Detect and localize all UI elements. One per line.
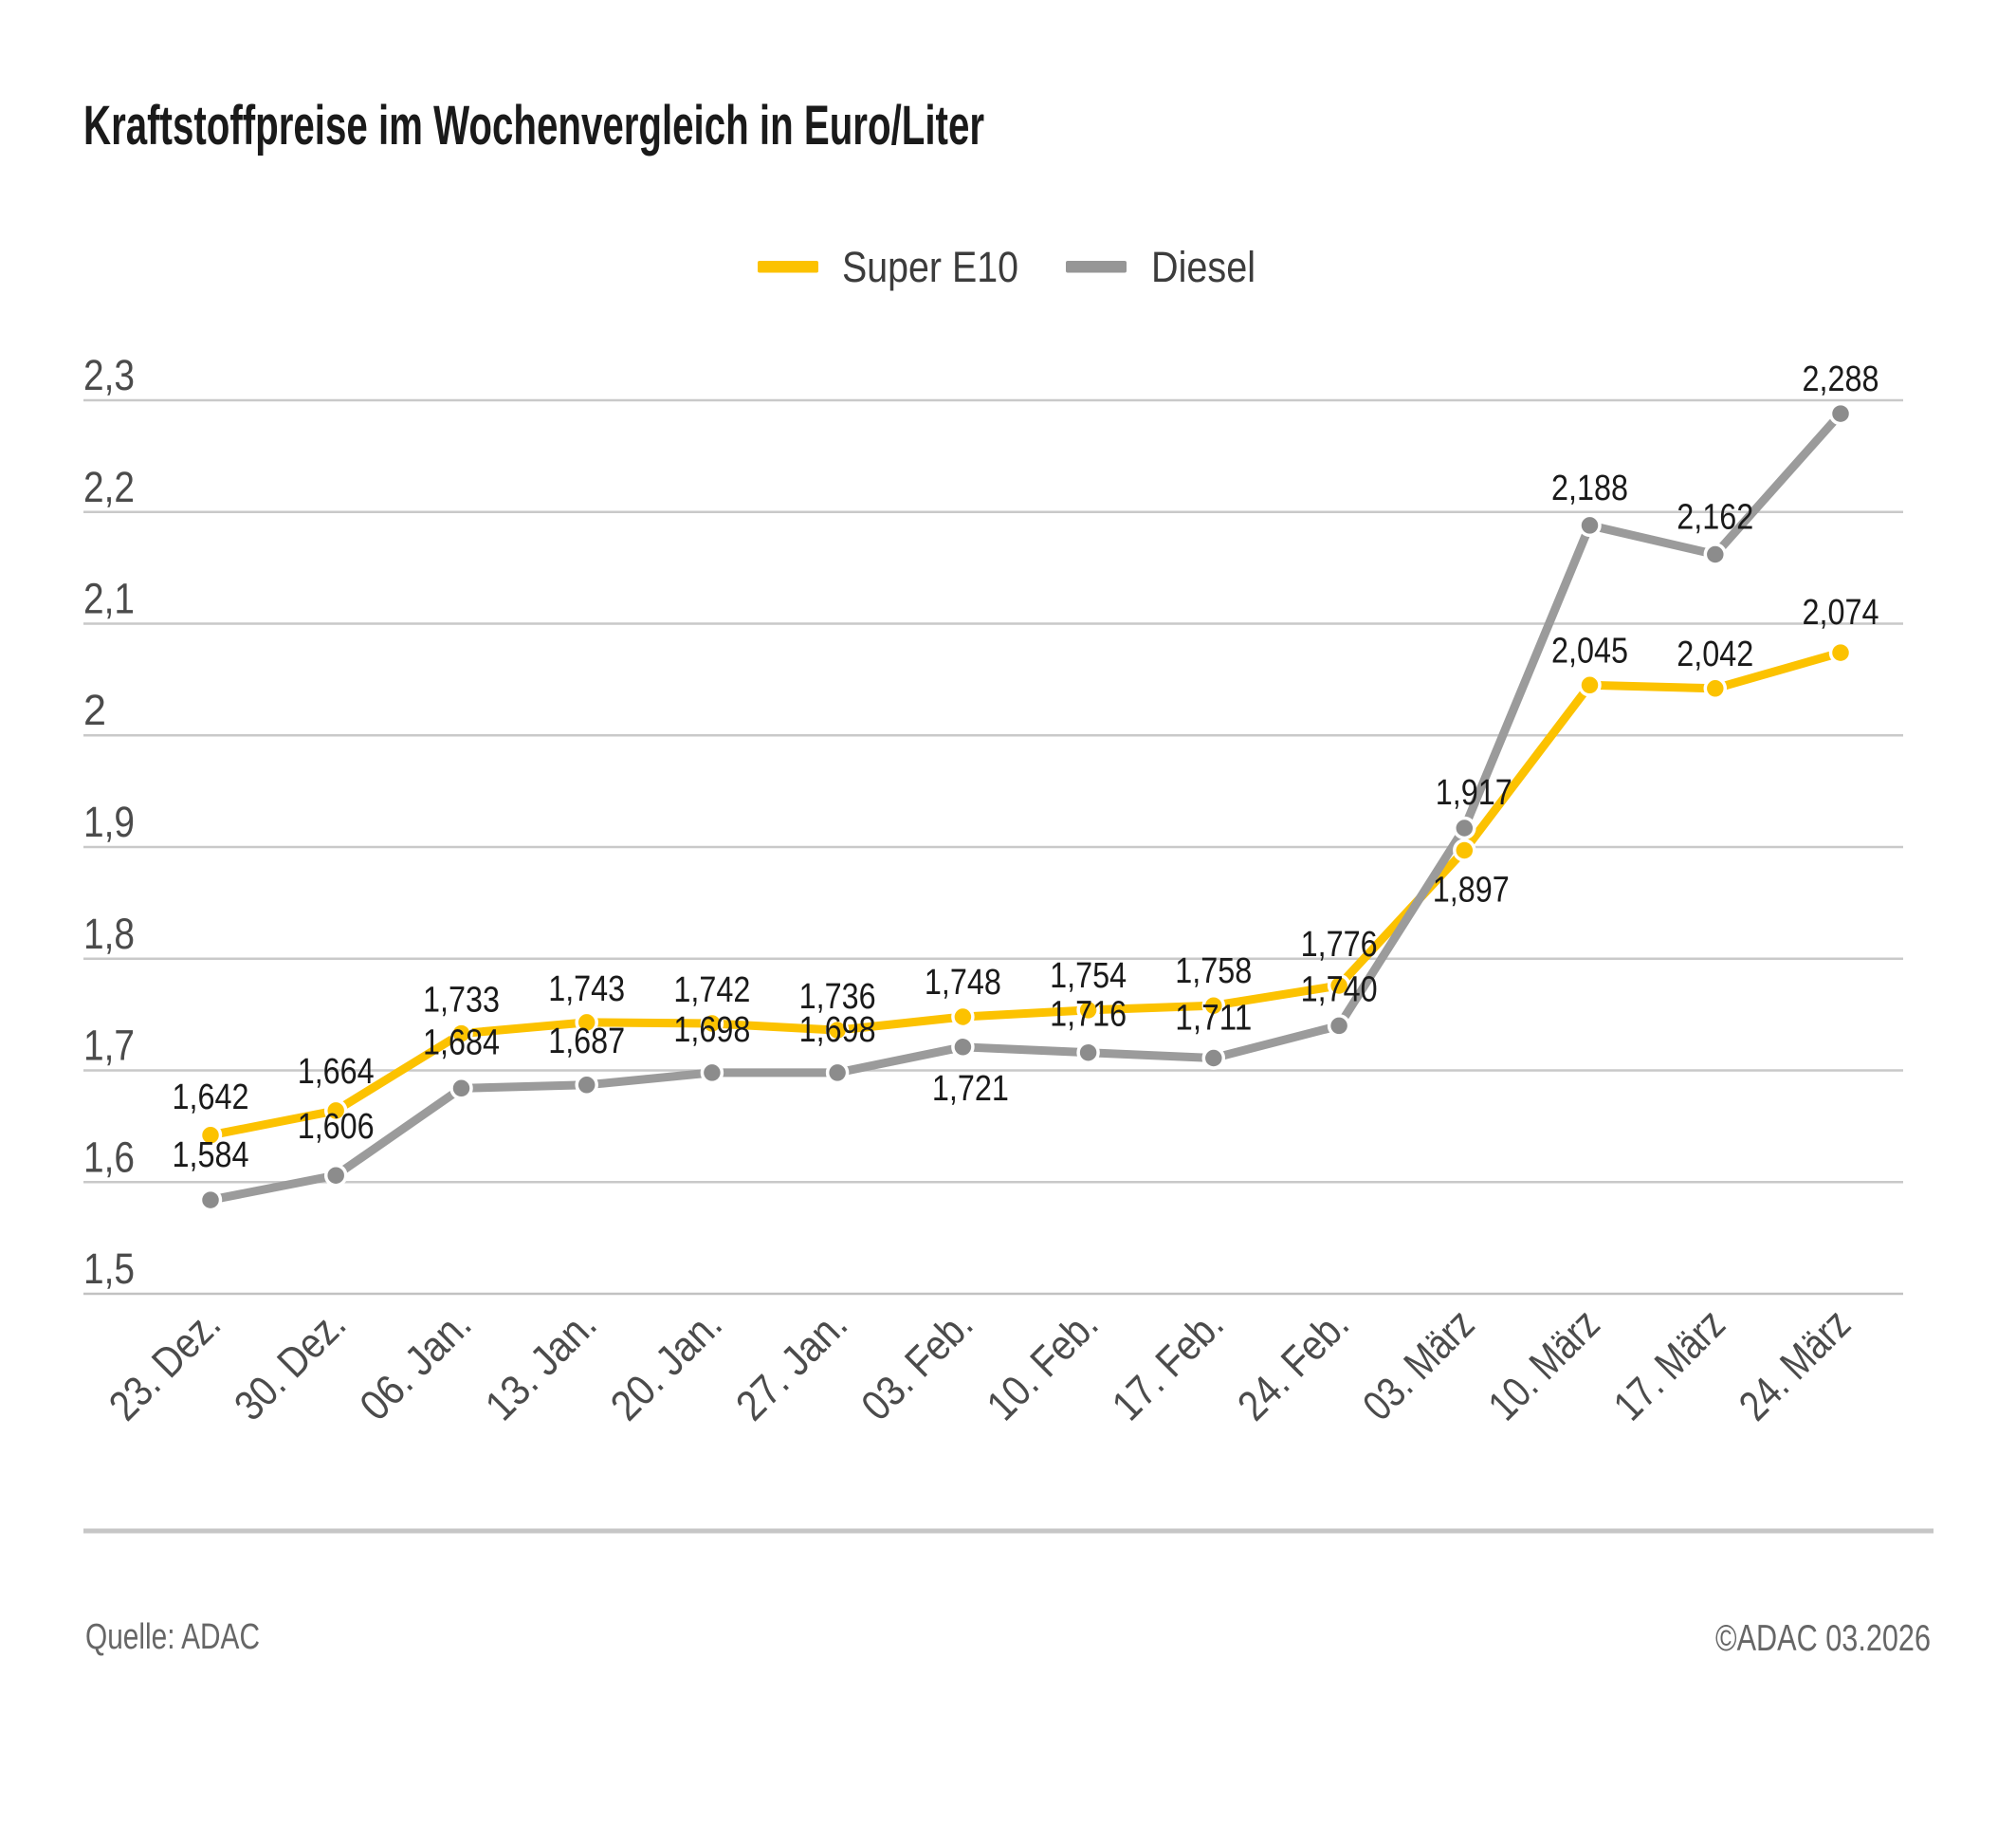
- svg-text:1,776: 1,776: [1301, 925, 1378, 965]
- svg-text:Super E10: Super E10: [842, 243, 1018, 291]
- svg-text:1,716: 1,716: [1050, 995, 1127, 1035]
- svg-text:1,736: 1,736: [799, 977, 876, 1017]
- svg-text:2,042: 2,042: [1677, 635, 1753, 674]
- svg-text:1,743: 1,743: [548, 969, 625, 1009]
- svg-text:1,687: 1,687: [548, 1022, 625, 1061]
- svg-text:2,1: 2,1: [83, 575, 135, 623]
- svg-text:2,188: 2,188: [1551, 469, 1628, 508]
- svg-text:2: 2: [83, 686, 106, 734]
- svg-text:1,606: 1,606: [298, 1107, 375, 1147]
- svg-text:1,721: 1,721: [932, 1069, 1009, 1109]
- svg-text:1,740: 1,740: [1301, 969, 1378, 1009]
- svg-text:2,162: 2,162: [1677, 498, 1753, 538]
- svg-text:1,748: 1,748: [925, 963, 1001, 1003]
- svg-text:1,698: 1,698: [673, 1010, 750, 1050]
- svg-text:1,9: 1,9: [83, 798, 135, 846]
- svg-text:1,684: 1,684: [423, 1023, 500, 1062]
- svg-text:Kraftstoffpreise im Wochenverg: Kraftstoffpreise im Wochenvergleich in E…: [83, 95, 984, 157]
- svg-text:2,074: 2,074: [1803, 593, 1879, 633]
- svg-text:1,897: 1,897: [1433, 871, 1510, 911]
- svg-text:2,045: 2,045: [1551, 631, 1628, 671]
- svg-text:2,288: 2,288: [1803, 359, 1879, 399]
- svg-text:1,733: 1,733: [423, 981, 500, 1021]
- svg-text:1,6: 1,6: [83, 1133, 135, 1181]
- svg-text:1,742: 1,742: [673, 970, 750, 1010]
- svg-text:©ADAC 03.2026: ©ADAC 03.2026: [1715, 1618, 1931, 1659]
- svg-text:1,642: 1,642: [173, 1078, 249, 1117]
- svg-text:1,758: 1,758: [1175, 951, 1252, 991]
- svg-text:Quelle: ADAC: Quelle: ADAC: [85, 1617, 260, 1657]
- svg-text:1,7: 1,7: [83, 1022, 135, 1070]
- svg-text:1,711: 1,711: [1175, 999, 1252, 1039]
- svg-text:1,754: 1,754: [1050, 956, 1127, 996]
- svg-text:1,917: 1,917: [1436, 773, 1512, 813]
- svg-text:1,584: 1,584: [173, 1135, 249, 1175]
- svg-text:Diesel: Diesel: [1151, 243, 1255, 291]
- svg-text:1,5: 1,5: [83, 1244, 135, 1293]
- svg-text:2,3: 2,3: [83, 351, 135, 399]
- svg-text:2,2: 2,2: [83, 463, 135, 511]
- svg-text:1,8: 1,8: [83, 910, 135, 958]
- svg-text:1,698: 1,698: [799, 1010, 876, 1050]
- svg-text:1,664: 1,664: [298, 1052, 375, 1092]
